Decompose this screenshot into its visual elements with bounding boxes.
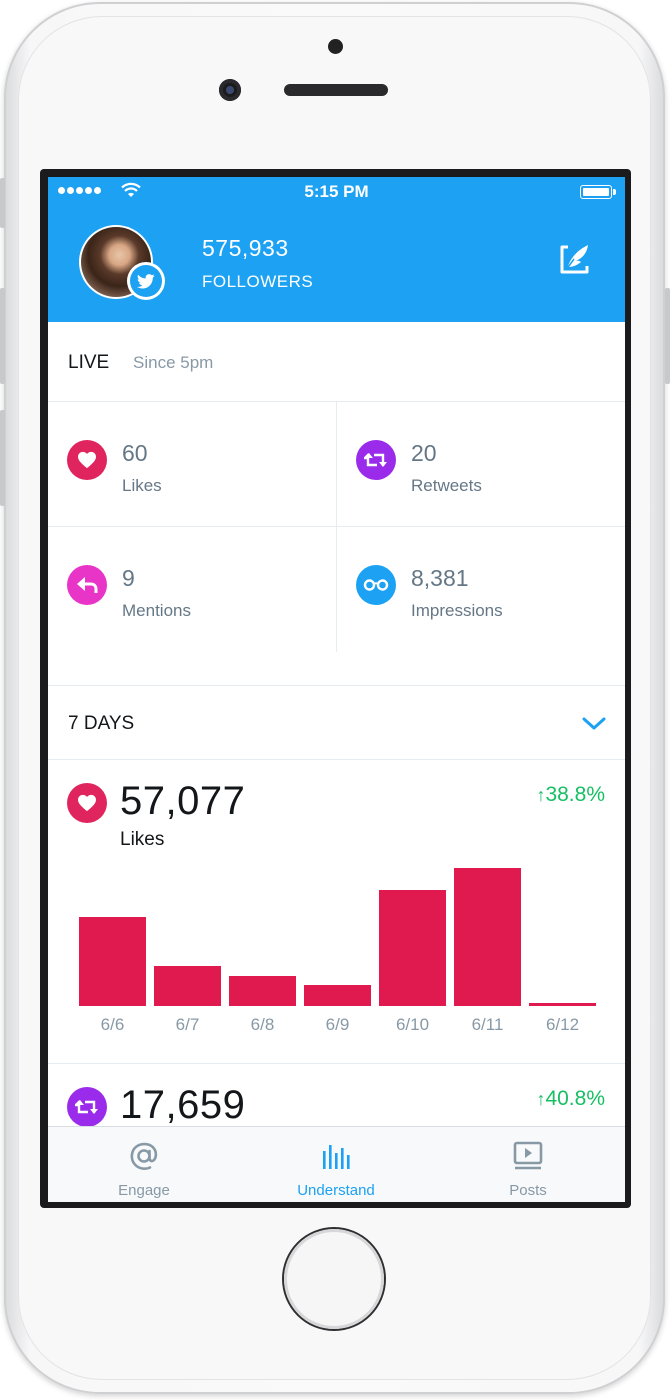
followers-count: 575,933 [202,235,289,261]
profile-header: 5:15 PM 575,933 FOLLOWERS [48,177,625,322]
stat-retweets[interactable]: 20 Retweets [337,402,625,526]
stat-value: 9 [122,565,135,591]
chart-tick-label: 6/9 [326,1015,350,1034]
chart-bar-6/12[interactable] [529,1003,596,1006]
earpiece-speaker [284,84,388,96]
followers-label: FOLLOWERS [202,272,314,291]
chart-bar-6/9[interactable] [304,985,371,1006]
status-time: 5:15 PM [304,182,369,201]
stat-mentions[interactable]: 9 Mentions [48,527,336,651]
tab-understand[interactable]: Understand [240,1127,432,1202]
likes-change: ↑38.8% [536,783,605,807]
chart-bar-6/6[interactable] [79,917,146,1006]
chart-tick-label: 6/12 [546,1015,579,1034]
chart-bar-6/7[interactable] [154,966,221,1006]
likes-label: Likes [120,829,165,850]
arrow-up-icon: ↑ [536,785,546,805]
battery-icon [580,185,616,199]
arrow-up-icon: ↑ [536,1089,546,1109]
live-title: LIVE [68,352,110,373]
stat-label: Mentions [122,601,191,620]
proximity-sensor [328,39,343,54]
chart-tick-label: 6/10 [396,1015,429,1034]
live-since: Since 5pm [133,353,214,372]
play-icon [432,1139,624,1173]
likes-total: 57,077 [120,779,246,823]
tab-bar: Engage Understand [48,1126,625,1202]
stat-impressions[interactable]: 8,381 Impressions [337,527,625,651]
likes-bar-chart: 6/6 6/7 6/8 6/9 6/10 6/11 6/12 [79,868,596,1034]
chart-tick-label: 6/8 [251,1015,275,1034]
tab-engage[interactable]: Engage [48,1127,240,1202]
tab-label: Understand [297,1182,375,1199]
live-section-header: LIVE Since 5pm [48,322,625,402]
grid-divider-horizontal [48,526,625,527]
retweet-icon [67,1087,107,1127]
chart-bar-6/11[interactable] [454,868,521,1006]
heart-icon [67,783,107,823]
compose-tweet-icon[interactable] [554,239,594,279]
section-divider [48,759,625,760]
mute-switch [0,178,5,228]
volume-up-button [0,288,5,384]
tab-label: Posts [509,1182,547,1199]
reply-icon [67,565,107,605]
stat-label: Likes [122,476,162,495]
grid-divider-vertical [336,402,337,652]
twitter-badge [127,262,165,300]
chart-bar-6/10[interactable] [379,890,446,1006]
likes-change-value: 38.8% [545,783,605,806]
stat-value: 20 [411,440,437,466]
volume-down-button [0,410,5,506]
app-screen: 5:15 PM 575,933 FOLLOWERS [48,177,625,1202]
signal-strength-icon [58,187,101,194]
twitter-bird-icon [137,273,155,288]
stat-likes[interactable]: 60 Likes [48,402,336,526]
stat-label: Impressions [411,601,503,620]
chevron-down-icon[interactable] [582,717,606,731]
seven-days-title: 7 DAYS [68,713,135,734]
chart-tick-label: 6/6 [101,1015,125,1034]
retweets-change: ↑40.8% [536,1087,605,1111]
live-stats-grid: 60 Likes 20 Retweets [48,402,625,652]
glasses-icon [356,565,396,605]
tab-label: Engage [118,1182,170,1199]
heart-icon [67,440,107,480]
phone-screen: 5:15 PM 575,933 FOLLOWERS [40,169,631,1208]
bars-icon [240,1139,432,1173]
section-divider [48,685,625,686]
power-button [665,288,670,384]
stat-value: 8,381 [411,565,469,591]
home-button[interactable] [284,1229,384,1329]
section-divider [48,1063,625,1064]
at-icon [48,1139,240,1173]
chart-tick-label: 6/7 [176,1015,200,1034]
status-bar: 5:15 PM [48,177,625,205]
retweets-total: 17,659 [120,1083,246,1127]
stat-value: 60 [122,440,148,466]
tab-posts[interactable]: Posts [432,1127,624,1202]
stat-label: Retweets [411,476,482,495]
retweet-icon [356,440,396,480]
chart-tick-label: 6/11 [472,1015,504,1034]
wifi-icon [121,182,141,197]
front-camera [219,79,241,101]
retweets-change-value: 40.8% [545,1087,605,1110]
chart-bar-6/8[interactable] [229,976,296,1006]
